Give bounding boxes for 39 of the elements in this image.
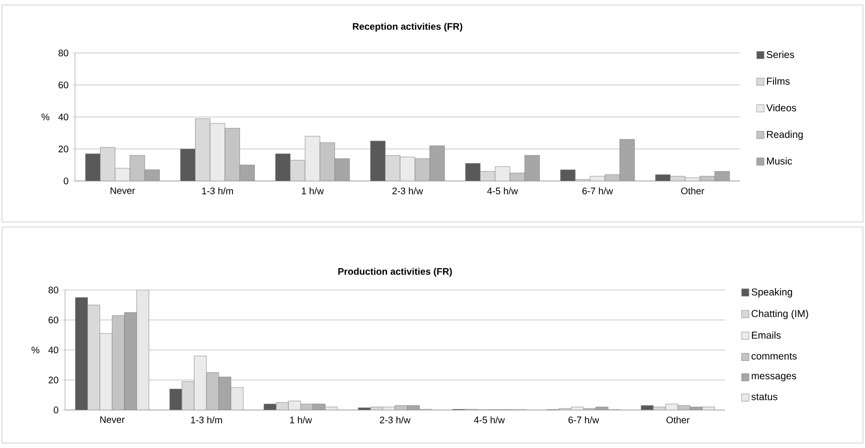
- x-tick-label: 1 h/w: [290, 416, 312, 424]
- y-tick-label: 80: [58, 50, 68, 56]
- x-tick-label: 6-7 h/w: [568, 416, 600, 424]
- legend-label: status: [751, 394, 778, 400]
- y-tick-label: 80: [48, 286, 58, 294]
- x-tick-label: Never: [100, 416, 125, 423]
- x-tick-label: 2-3 h/w: [392, 187, 424, 194]
- legend-label: Reading: [767, 130, 803, 140]
- legend-label: Music: [767, 157, 792, 165]
- y-axis-title: %: [32, 346, 40, 354]
- y-tick-label: 0: [54, 406, 58, 414]
- y-tick-label: 40: [48, 346, 58, 354]
- legend-label: Emails: [752, 331, 781, 339]
- legend-label: Speaking: [752, 288, 792, 298]
- y-tick-label: 20: [58, 146, 68, 152]
- y-tick-label: 60: [48, 316, 58, 324]
- y-tick-label: 40: [58, 114, 68, 120]
- x-tick-label: 1 h/w: [302, 187, 324, 194]
- y-axis-title: %: [42, 114, 50, 120]
- x-tick-label: 2-3 h/w: [380, 416, 411, 424]
- y-tick-label: 20: [48, 376, 58, 384]
- legend-label: messages: [752, 374, 796, 382]
- legend-label: Series: [766, 50, 794, 58]
- x-tick-label: 1-3 h/m: [202, 187, 233, 194]
- y-tick-label: 0: [64, 178, 68, 184]
- legend-label: Films: [767, 77, 790, 85]
- legend-label: Videos: [766, 104, 796, 112]
- x-tick-label: 4-5 h/w: [474, 416, 505, 424]
- legend-label: comments: [752, 353, 797, 360]
- x-tick-label: 1-3 h/m: [191, 416, 222, 424]
- chart-title: Production activities (FR): [338, 268, 452, 277]
- y-tick-label: 60: [58, 82, 68, 88]
- legend-label: Chatting (IM): [752, 310, 808, 320]
- x-tick-label: Other: [681, 187, 704, 194]
- x-tick-label: 4-5 h/w: [487, 187, 518, 194]
- x-tick-label: 6-7 h/w: [582, 187, 614, 194]
- chart-title: Reception activities (FR): [352, 22, 462, 32]
- x-tick-label: Other: [666, 416, 690, 424]
- x-tick-label: Never: [110, 187, 135, 194]
